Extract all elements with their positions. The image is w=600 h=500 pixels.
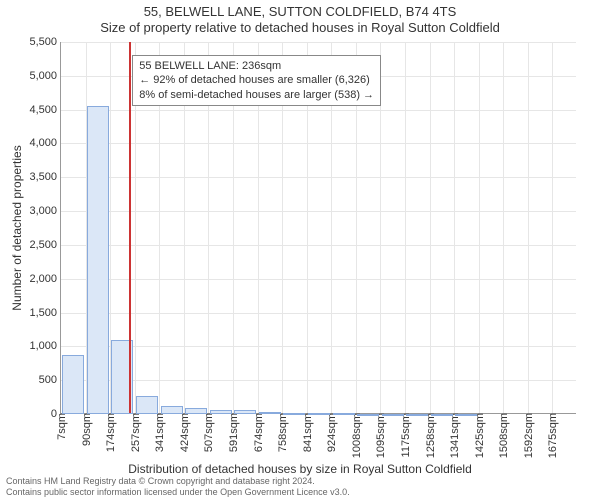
footer-line1: Contains HM Land Registry data © Crown c… (6, 476, 594, 487)
histogram-bar (357, 414, 379, 416)
xtick-label: 174sqm (103, 413, 117, 452)
annotation-line: 55 BELWELL LANE: 236sqm (139, 59, 374, 73)
gridline-v (454, 42, 455, 413)
xtick-label: 591sqm (226, 413, 240, 452)
histogram-bar (210, 410, 232, 414)
xtick-label: 1341sqm (447, 413, 461, 458)
xtick-label: 1675sqm (545, 413, 559, 458)
xtick-label: 257sqm (128, 413, 142, 452)
histogram-bar (333, 413, 355, 415)
y-axis-label: Number of detached properties (10, 63, 24, 228)
annotation-line: ← 92% of detached houses are smaller (6,… (139, 73, 374, 87)
gridline-h (61, 313, 576, 314)
histogram-bar (382, 414, 404, 416)
histogram-bar (259, 412, 281, 414)
footer-line2: Contains public sector information licen… (6, 487, 594, 498)
xtick-label: 1175sqm (398, 413, 412, 457)
histogram-bar (431, 414, 453, 416)
ytick-label: 1,500 (29, 307, 61, 319)
xtick-label: 424sqm (177, 413, 191, 452)
xtick-label: 1508sqm (496, 413, 510, 458)
gridline-h (61, 346, 576, 347)
xtick-label: 674sqm (251, 413, 265, 452)
ytick-label: 4,500 (29, 104, 61, 116)
annotation-line: 8% of semi-detached houses are larger (5… (139, 88, 374, 102)
chart-area: 05001,0001,5002,0002,5003,0003,5004,0004… (60, 42, 576, 414)
reference-line (129, 42, 131, 413)
gridline-v (430, 42, 431, 413)
histogram-bar (455, 414, 477, 416)
ytick-label: 5,000 (29, 70, 61, 82)
histogram-bar (308, 413, 330, 415)
xtick-label: 341sqm (152, 413, 166, 452)
title-line1: 55, BELWELL LANE, SUTTON COLDFIELD, B74 … (0, 4, 600, 20)
xtick-label: 1095sqm (373, 413, 387, 458)
x-axis-label: Distribution of detached houses by size … (0, 462, 600, 476)
gridline-h (61, 110, 576, 111)
title-block: 55, BELWELL LANE, SUTTON COLDFIELD, B74 … (0, 0, 600, 37)
xtick-label: 1008sqm (349, 413, 363, 458)
gridline-h (61, 42, 576, 43)
histogram-bar (234, 410, 256, 414)
histogram-bar (87, 106, 109, 414)
gridline-h (61, 211, 576, 212)
histogram-bar (136, 396, 158, 414)
histogram-bar (161, 406, 183, 414)
xtick-label: 90sqm (79, 413, 93, 446)
xtick-label: 507sqm (201, 413, 215, 452)
ytick-label: 3,500 (29, 171, 61, 183)
histogram-bar (62, 355, 84, 414)
xtick-label: 1258sqm (423, 413, 437, 458)
ytick-label: 3,000 (29, 205, 61, 217)
gridline-h (61, 177, 576, 178)
ytick-label: 2,500 (29, 239, 61, 251)
annotation-box: 55 BELWELL LANE: 236sqm← 92% of detached… (132, 55, 381, 106)
plot-rect: 05001,0001,5002,0002,5003,0003,5004,0004… (60, 42, 576, 414)
ytick-label: 500 (39, 374, 61, 386)
xtick-label: 924sqm (324, 413, 338, 452)
gridline-v (479, 42, 480, 413)
gridline-v (503, 42, 504, 413)
gridline-v (405, 42, 406, 413)
ytick-label: 5,500 (29, 36, 61, 48)
title-line2: Size of property relative to detached ho… (0, 20, 600, 36)
xtick-label: 7sqm (54, 413, 68, 440)
ytick-label: 1,000 (29, 340, 61, 352)
xtick-label: 1425sqm (472, 413, 486, 458)
gridline-v (552, 42, 553, 413)
gridline-h (61, 143, 576, 144)
gridline-h (61, 279, 576, 280)
gridline-h (61, 245, 576, 246)
footer: Contains HM Land Registry data © Crown c… (6, 476, 594, 498)
ytick-label: 2,000 (29, 273, 61, 285)
histogram-bar (283, 413, 305, 415)
gridline-h (61, 380, 576, 381)
xtick-label: 1592sqm (521, 413, 535, 458)
xtick-label: 758sqm (275, 413, 289, 452)
ytick-label: 4,000 (29, 137, 61, 149)
xtick-label: 841sqm (300, 413, 314, 452)
histogram-bar (406, 414, 428, 416)
histogram-bar (185, 408, 207, 414)
gridline-v (528, 42, 529, 413)
